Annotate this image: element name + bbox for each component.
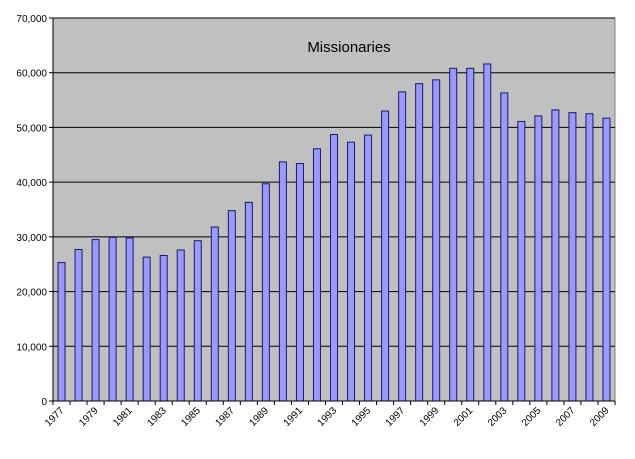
bar-1980	[108, 236, 117, 402]
bar-2002	[483, 63, 492, 402]
bar-1991	[295, 163, 304, 402]
bar-1996	[381, 110, 390, 402]
bar-2009	[602, 117, 611, 402]
x-tick-label: 1987	[213, 405, 237, 429]
x-tick-label: 2003	[486, 405, 510, 429]
bar-1977	[57, 262, 66, 402]
y-tick-labels: 0 10,000 20,000 30,000 40,000 50,000 60,000 70,…	[16, 14, 53, 408]
axes	[52, 18, 615, 402]
x-tick-label: 1977	[43, 405, 67, 429]
bar-2001	[466, 67, 475, 402]
bar-2005	[534, 115, 543, 402]
y-tick-label: 60,000	[16, 69, 47, 80]
bar-1982	[142, 256, 151, 402]
y-tick-label: 50,000	[16, 123, 47, 134]
bar-1992	[312, 148, 321, 402]
bar-1998	[415, 83, 424, 402]
x-tick-label: 1983	[145, 405, 169, 429]
bar-2004	[517, 120, 526, 402]
bar-1986	[210, 226, 219, 402]
bar-2007	[568, 112, 577, 402]
x-tick-label: 1989	[247, 405, 271, 429]
bar-1988	[244, 201, 253, 402]
x-tick-label: 1985	[179, 405, 203, 429]
bar-1987	[227, 210, 236, 402]
x-tick-label: 1999	[418, 405, 442, 429]
bar-1984	[176, 249, 185, 402]
bar-1990	[278, 161, 287, 402]
bar-1983	[159, 254, 168, 402]
y-tick-label: 10,000	[16, 342, 47, 353]
x-tick-label: 1997	[384, 405, 408, 429]
bar-1993	[330, 134, 338, 402]
bar-1978	[74, 248, 83, 402]
x-tick-label: 1979	[77, 405, 101, 429]
bar-2008	[585, 113, 594, 402]
x-tick-label: 1995	[350, 405, 374, 429]
bar-2006	[551, 109, 560, 402]
x-tick-label: 1991	[282, 405, 306, 429]
x-tick-label: 1981	[111, 405, 135, 429]
bar-1979	[91, 239, 100, 402]
y-tick-label: 0	[41, 397, 47, 408]
bar-1994	[347, 141, 356, 402]
chart-title: Missionaries	[307, 39, 390, 56]
bar-1995	[364, 134, 373, 402]
bar-1999	[432, 79, 441, 402]
x-tick-labels: 1977 1979 1981 1983 1985 1987 1989 1991 1993 1995…	[43, 401, 616, 429]
bar-1989	[261, 183, 270, 402]
y-tick-label: 20,000	[16, 288, 47, 299]
bar-2003	[500, 92, 509, 402]
bar-1997	[398, 91, 407, 402]
bar-1981	[125, 237, 134, 402]
x-tick-label: 1993	[316, 405, 340, 429]
bar-2000	[449, 67, 458, 402]
x-tick-label: 2009	[588, 405, 612, 429]
x-tick-label: 2005	[520, 405, 544, 429]
x-tick-label: 2007	[554, 405, 578, 429]
y-tick-label: 70,000	[16, 14, 47, 25]
bar-1985	[193, 240, 202, 402]
x-tick-label: 2001	[452, 405, 476, 429]
y-tick-label: 30,000	[16, 233, 47, 244]
y-tick-label: 40,000	[16, 178, 47, 189]
